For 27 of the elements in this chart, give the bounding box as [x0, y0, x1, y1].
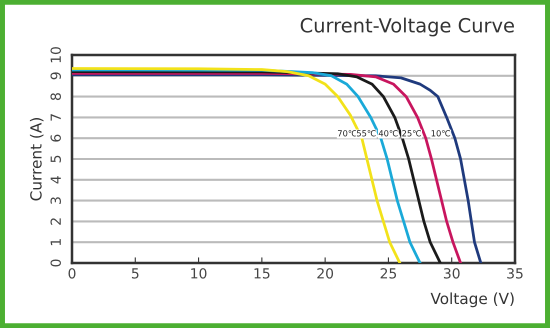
- y-tick-label: 1: [50, 239, 61, 246]
- series-label: 70℃: [338, 130, 357, 136]
- x-tick-label: 10: [191, 268, 206, 279]
- y-tick-label: 3: [50, 197, 61, 204]
- series-label: 55℃: [356, 130, 376, 136]
- y-tick-label: 4: [50, 176, 61, 184]
- series-label: 10℃: [432, 130, 450, 136]
- y-axis-title: Current (A): [30, 118, 44, 200]
- x-tick-label: 35: [507, 268, 523, 279]
- y-tick-label: 6: [50, 134, 61, 142]
- y-tick-label: 9: [50, 72, 61, 80]
- y-tick-label: 7: [50, 114, 61, 121]
- x-tick-label: 25: [380, 268, 396, 279]
- y-tick-label: 2: [50, 218, 61, 225]
- y-tick-label: 8: [50, 93, 61, 100]
- x-axis-title: Voltage (V): [430, 292, 514, 308]
- series-label: 25℃: [402, 130, 422, 136]
- x-tick-label: 5: [132, 268, 138, 279]
- x-tick-label: 0: [68, 268, 76, 279]
- y-tick-label: 5: [50, 156, 61, 162]
- series-label: 40℃: [378, 130, 398, 136]
- chart-title: Current-Voltage Curve: [300, 18, 514, 36]
- x-tick-label: 20: [317, 268, 334, 279]
- x-tick-label: 15: [254, 268, 270, 279]
- y-tick-label: 0: [50, 260, 61, 267]
- y-tick-label: 10: [50, 47, 61, 62]
- x-tick-label: 30: [444, 268, 460, 279]
